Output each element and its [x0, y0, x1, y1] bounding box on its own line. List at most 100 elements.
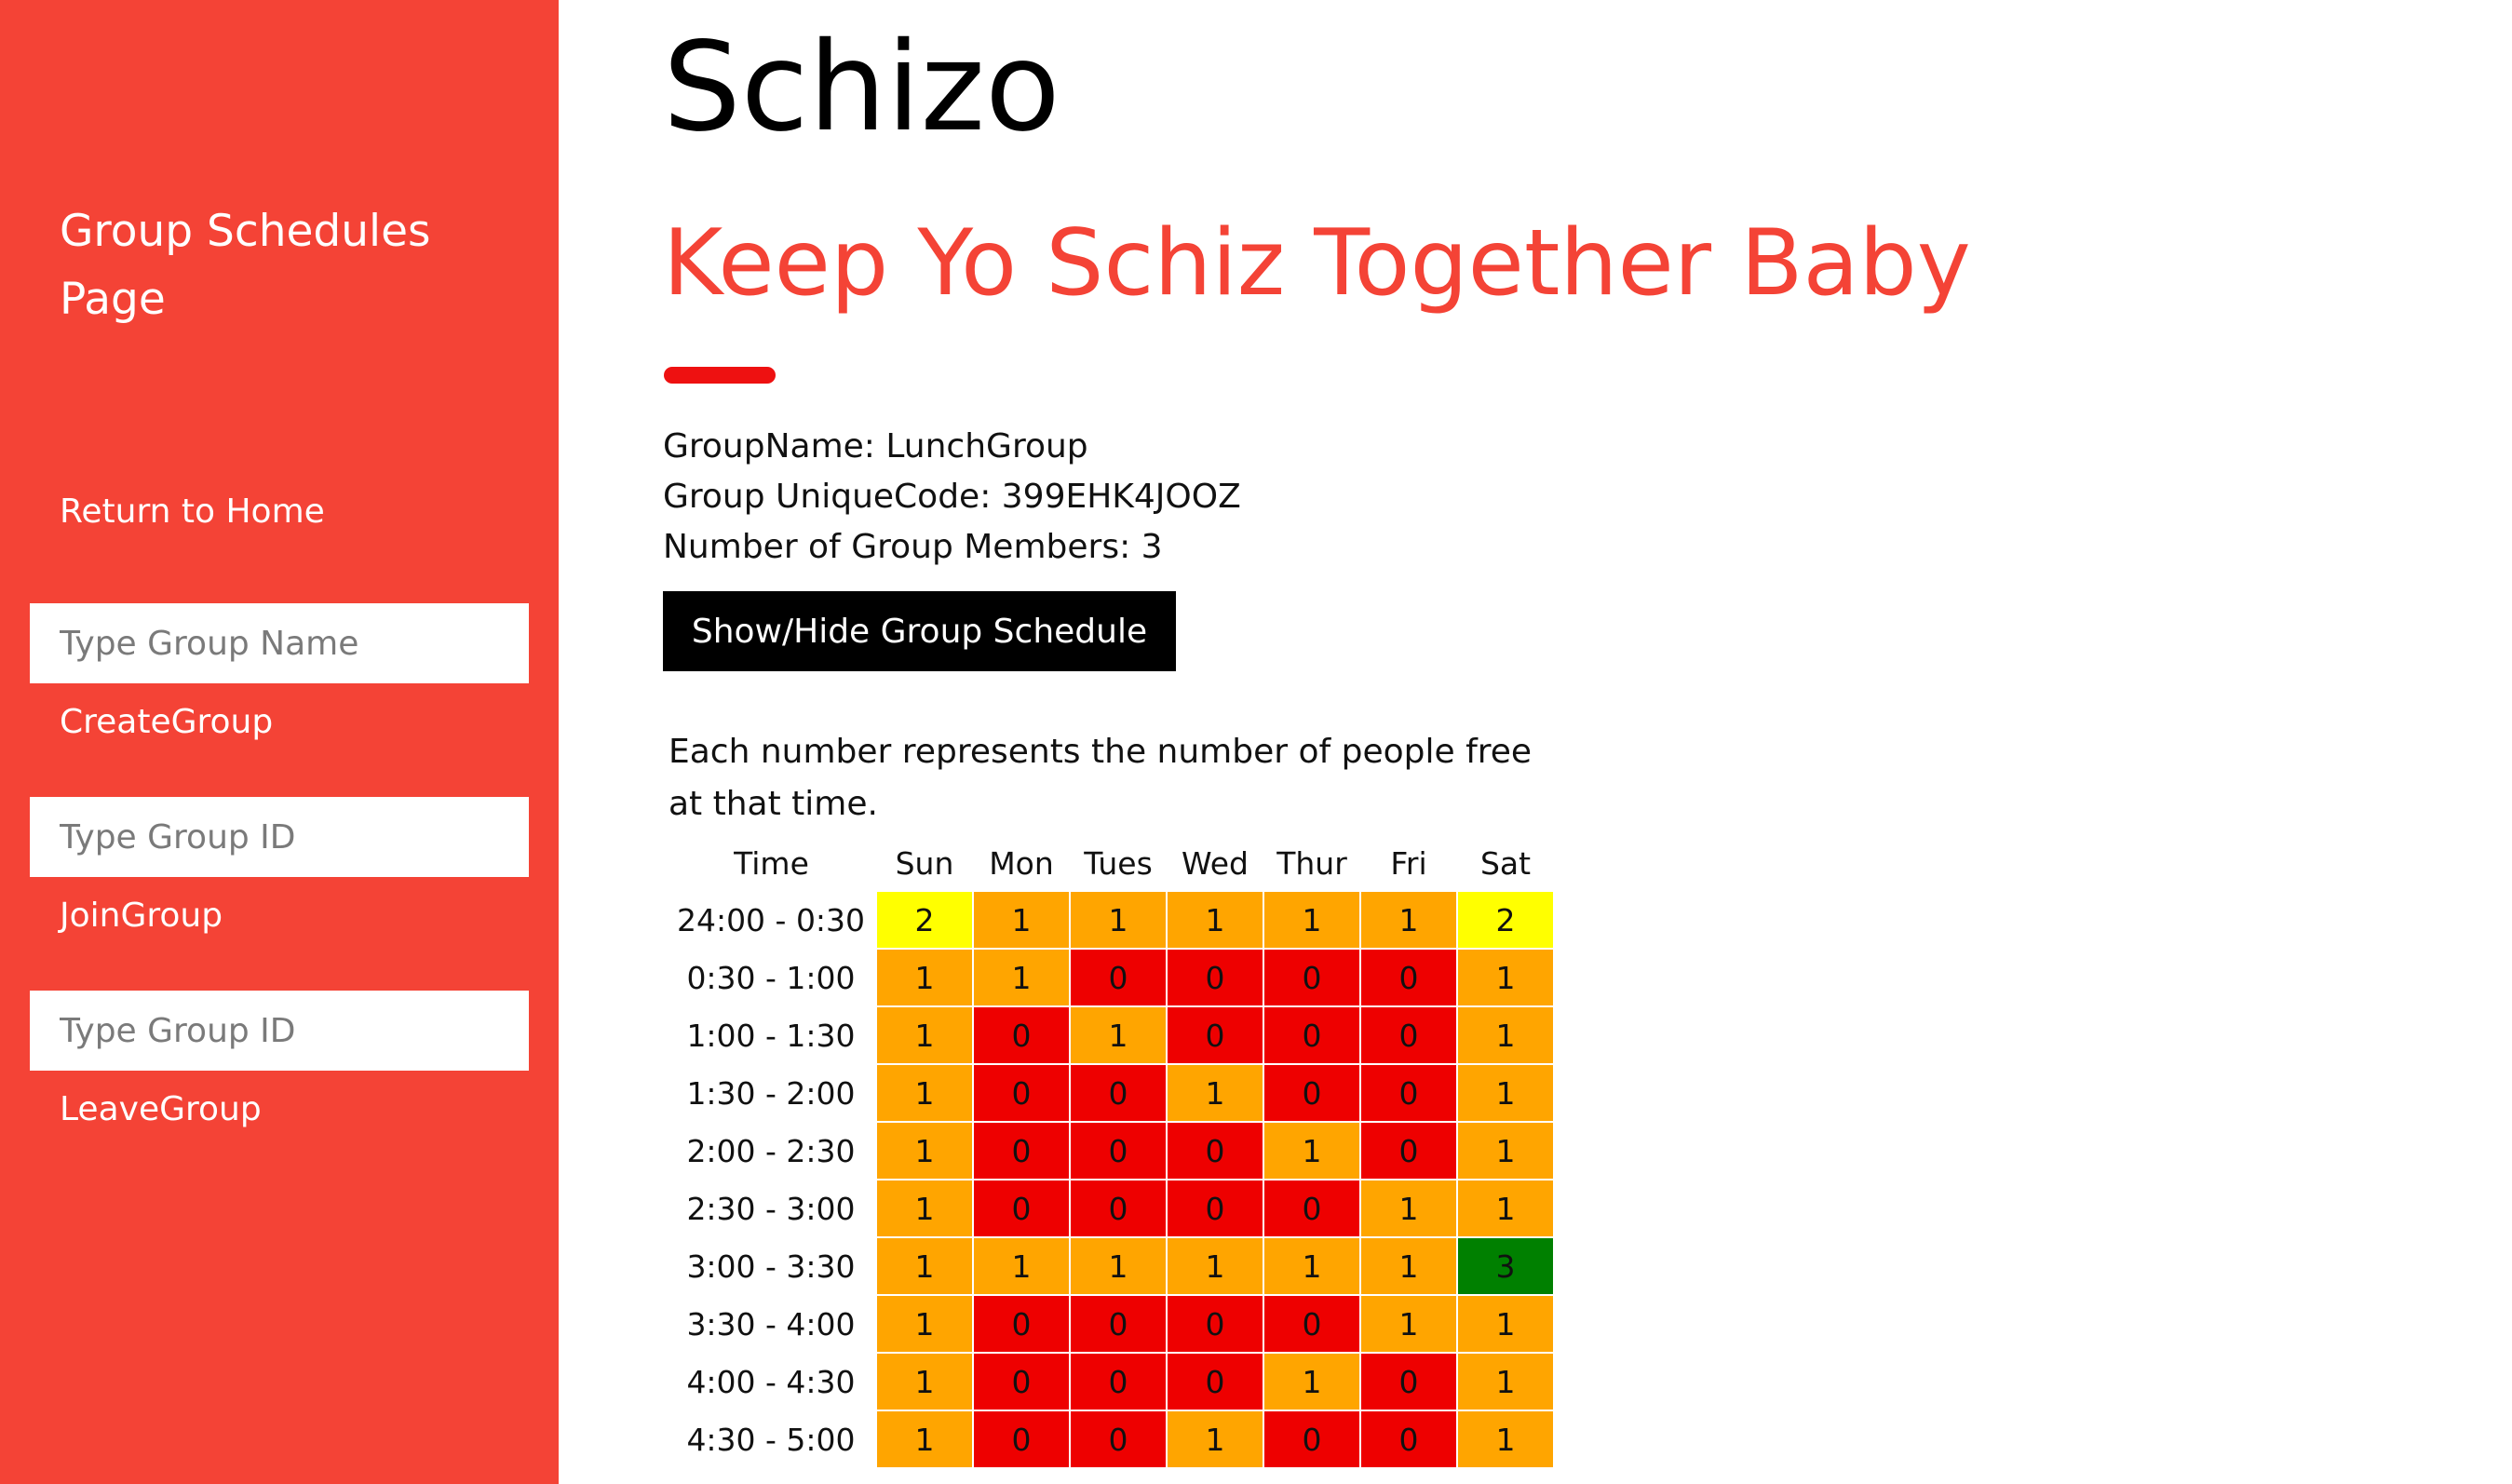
day-header: Mon — [989, 844, 1054, 882]
availability-cell: 0 — [1359, 1005, 1458, 1065]
availability-cell: 1 — [1166, 890, 1264, 950]
availability-cell: 0 — [972, 1410, 1071, 1469]
availability-cell: 0 — [1263, 1063, 1361, 1123]
accent-divider — [664, 367, 776, 384]
time-slot-label: 3:00 - 3:30 — [686, 1248, 856, 1285]
availability-cell: 1 — [1456, 1410, 1555, 1469]
time-slot-label: 1:30 - 2:00 — [686, 1074, 856, 1112]
availability-cell: 1 — [1456, 1005, 1555, 1065]
schedule-caption: Each number represents the number of peo… — [669, 733, 1533, 823]
availability-cell: 1 — [972, 890, 1071, 950]
group-name-input[interactable] — [30, 603, 529, 683]
schedule-row: 1:00 - 1:30 1 0 1 0 0 0 1 — [667, 1005, 1555, 1065]
availability-cell: 2 — [1456, 890, 1555, 950]
schedule-row: 24:00 - 0:30 2 1 1 1 1 1 2 — [667, 890, 1555, 950]
availability-cell: 3 — [1456, 1236, 1555, 1296]
availability-cell: 1 — [1456, 1352, 1555, 1411]
availability-cell: 1 — [875, 1063, 974, 1123]
time-slot-label: 3:30 - 4:00 — [686, 1305, 856, 1342]
availability-cell: 0 — [1359, 1063, 1458, 1123]
join-group-link[interactable]: JoinGroup — [60, 897, 223, 935]
time-slot-label: 24:00 - 0:30 — [676, 901, 866, 938]
availability-cell: 1 — [1069, 890, 1168, 950]
availability-cell: 0 — [1069, 1410, 1168, 1469]
availability-cell: 0 — [1069, 1352, 1168, 1411]
schedule-row: 2:30 - 3:00 1 0 0 0 0 1 1 — [667, 1179, 1555, 1238]
availability-cell: 0 — [1359, 1410, 1458, 1469]
availability-cell: 0 — [1263, 1179, 1361, 1238]
schedule-row: 2:00 - 2:30 1 0 0 0 1 0 1 — [667, 1121, 1555, 1180]
time-slot-label: 0:30 - 1:00 — [686, 959, 856, 996]
availability-cell: 1 — [1263, 1236, 1361, 1296]
sidebar-brand: Group Schedules Page — [60, 206, 431, 325]
availability-cell: 1 — [875, 948, 974, 1007]
availability-cell: 1 — [972, 1236, 1071, 1296]
availability-cell: 1 — [875, 1236, 974, 1296]
availability-cell: 0 — [1263, 1410, 1361, 1469]
availability-cell: 1 — [1069, 1236, 1168, 1296]
availability-cell: 1 — [1359, 1236, 1458, 1296]
availability-cell: 0 — [1166, 948, 1264, 1007]
availability-cell: 0 — [1166, 1121, 1264, 1180]
availability-cell: 0 — [972, 1352, 1071, 1411]
availability-cell: 0 — [1166, 1005, 1264, 1065]
availability-cell: 0 — [1166, 1352, 1264, 1411]
group-name-text: GroupName: LunchGroup — [663, 427, 1088, 465]
availability-cell: 0 — [1166, 1294, 1264, 1354]
availability-cell: 1 — [1263, 1352, 1361, 1411]
schedule-row: 3:00 - 3:30 1 1 1 1 1 1 3 — [667, 1236, 1555, 1296]
availability-cell: 0 — [1359, 948, 1458, 1007]
leave-group-id-input[interactable] — [30, 991, 529, 1071]
schedule-row: 4:30 - 5:00 1 0 0 1 0 0 1 — [667, 1410, 1555, 1469]
availability-cell: 1 — [1166, 1236, 1264, 1296]
day-header: Fri — [1390, 844, 1427, 882]
time-slot-label: 2:00 - 2:30 — [686, 1132, 856, 1169]
availability-cell: 1 — [1456, 948, 1555, 1007]
sidebar: Group Schedules Page Return to Home Crea… — [0, 0, 559, 1484]
availability-cell: 1 — [875, 1352, 974, 1411]
schedule-row: 4:00 - 4:30 1 0 0 0 1 0 1 — [667, 1352, 1555, 1411]
time-slot-label: 4:00 - 4:30 — [686, 1363, 856, 1400]
availability-cell: 1 — [1456, 1121, 1555, 1180]
availability-cell: 0 — [1359, 1352, 1458, 1411]
availability-cell: 0 — [1166, 1179, 1264, 1238]
return-home-link[interactable]: Return to Home — [60, 492, 325, 531]
schedule-row: 1:30 - 2:00 1 0 0 1 0 0 1 — [667, 1063, 1555, 1123]
availability-cell: 0 — [1069, 1294, 1168, 1354]
availability-cell: 1 — [875, 1294, 974, 1354]
create-group-link[interactable]: CreateGroup — [60, 703, 274, 741]
group-code-text: Group UniqueCode: 399EHK4JOOZ — [663, 478, 1241, 516]
availability-cell: 1 — [875, 1121, 974, 1180]
app-title: Schizo — [663, 16, 1060, 159]
schedule-row: 3:30 - 4:00 1 0 0 0 0 1 1 — [667, 1294, 1555, 1354]
show-hide-schedule-button[interactable]: Show/Hide Group Schedule — [663, 591, 1176, 671]
availability-cell: 1 — [875, 1005, 974, 1065]
availability-cell: 1 — [875, 1179, 974, 1238]
availability-cell: 0 — [1263, 948, 1361, 1007]
tagline: Keep Yo Schiz Together Baby — [663, 210, 1971, 317]
time-slot-label: 1:00 - 1:30 — [686, 1017, 856, 1054]
availability-cell: 0 — [972, 1063, 1071, 1123]
availability-cell: 0 — [1069, 1179, 1168, 1238]
availability-cell: 1 — [972, 948, 1071, 1007]
availability-cell: 1 — [1456, 1294, 1555, 1354]
time-slot-label: 2:30 - 3:00 — [686, 1190, 856, 1227]
group-schedule-table: Time Sun Mon Tues Wed Thur Fri Sat 24:00 - 0:3… — [667, 836, 1555, 1469]
availability-cell: 0 — [972, 1179, 1071, 1238]
availability-cell: 0 — [1263, 1005, 1361, 1065]
availability-cell: 1 — [1263, 890, 1361, 950]
availability-cell: 0 — [1263, 1294, 1361, 1354]
day-header: Tues — [1084, 844, 1153, 882]
availability-cell: 0 — [972, 1121, 1071, 1180]
availability-cell: 1 — [1166, 1063, 1264, 1123]
availability-cell: 1 — [1359, 1179, 1458, 1238]
availability-cell: 0 — [972, 1294, 1071, 1354]
join-group-id-input[interactable] — [30, 797, 529, 877]
main-content: Schizo Keep Yo Schiz Together Baby Group… — [559, 0, 2512, 1484]
leave-group-link[interactable]: LeaveGroup — [60, 1090, 262, 1128]
time-slot-label: 4:30 - 5:00 — [686, 1421, 856, 1458]
day-header: Sun — [895, 844, 954, 882]
day-header: Sat — [1479, 844, 1532, 882]
availability-cell: 1 — [875, 1410, 974, 1469]
schedule-row: 0:30 - 1:00 1 1 0 0 0 0 1 — [667, 948, 1555, 1007]
